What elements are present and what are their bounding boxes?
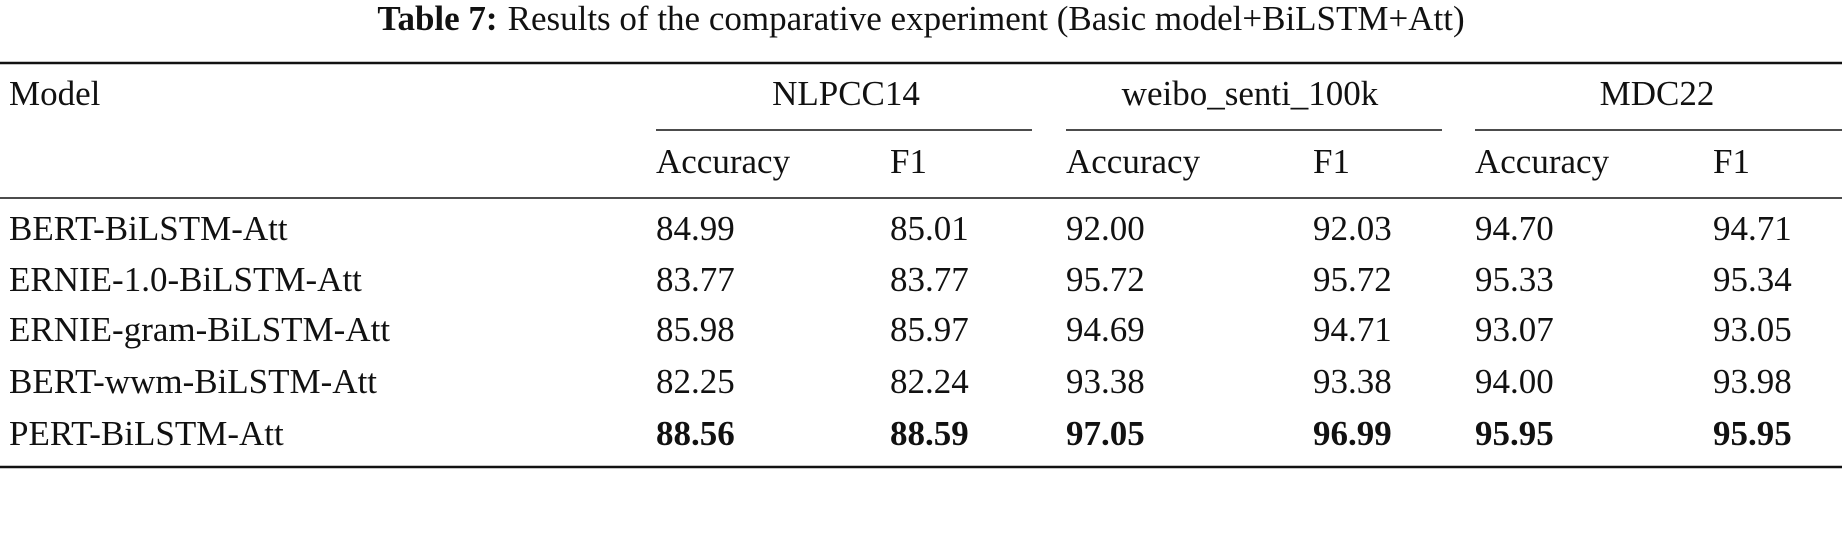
- header-group: MDC22: [1600, 74, 1715, 113]
- cell-value: 95.33: [1475, 260, 1554, 299]
- row-model: BERT-BiLSTM-Att: [9, 209, 288, 248]
- cell-value: 95.34: [1713, 260, 1792, 299]
- caption: Table 7: Results of the comparative exper…: [377, 0, 1464, 38]
- cell-value: 94.00: [1475, 362, 1554, 401]
- cell-value: 92.00: [1066, 209, 1145, 248]
- cell-value: 93.98: [1713, 362, 1792, 401]
- row-model: ERNIE-gram-BiLSTM-Att: [9, 310, 390, 349]
- cell-value: 88.59: [890, 414, 969, 453]
- cell-value: 94.70: [1475, 209, 1554, 248]
- header-metric: Accuracy: [656, 142, 791, 181]
- header-metric: F1: [1713, 142, 1750, 181]
- caption-text: Results of the comparative experiment (B…: [508, 0, 1465, 38]
- header-model: Model: [9, 74, 101, 113]
- header-metric: F1: [890, 142, 927, 181]
- cell-value: 85.98: [656, 310, 735, 349]
- row-model: BERT-wwm-BiLSTM-Att: [9, 362, 377, 401]
- cell-value: 94.71: [1713, 209, 1792, 248]
- cell-value: 95.72: [1066, 260, 1145, 299]
- cell-value: 95.72: [1313, 260, 1392, 299]
- header-metric: Accuracy: [1066, 142, 1201, 181]
- cell-value: 93.07: [1475, 310, 1554, 349]
- cell-value: 94.71: [1313, 310, 1392, 349]
- cell-value: 84.99: [656, 209, 735, 248]
- cell-value: 88.56: [656, 414, 735, 453]
- cell-value: 93.38: [1313, 362, 1392, 401]
- cell-value: 83.77: [656, 260, 735, 299]
- caption-label: Table 7:: [377, 0, 497, 38]
- row-model: ERNIE-1.0-BiLSTM-Att: [9, 260, 362, 299]
- header-group: NLPCC14: [772, 74, 920, 113]
- cell-value: 94.69: [1066, 310, 1145, 349]
- header-metric: Accuracy: [1475, 142, 1610, 181]
- cell-value: 92.03: [1313, 209, 1392, 248]
- cell-value: 95.95: [1475, 414, 1554, 453]
- cell-value: 93.38: [1066, 362, 1145, 401]
- row-model: PERT-BiLSTM-Att: [9, 414, 284, 453]
- cell-value: 95.95: [1713, 414, 1792, 453]
- header-group: weibo_senti_100k: [1122, 74, 1379, 113]
- header-metric: F1: [1313, 142, 1350, 181]
- cell-value: 82.25: [656, 362, 735, 401]
- cell-value: 97.05: [1066, 414, 1145, 453]
- cell-value: 83.77: [890, 260, 969, 299]
- cell-value: 82.24: [890, 362, 969, 401]
- cell-value: 96.99: [1313, 414, 1392, 453]
- cell-value: 85.01: [890, 209, 969, 248]
- cell-value: 93.05: [1713, 310, 1792, 349]
- cell-value: 85.97: [890, 310, 969, 349]
